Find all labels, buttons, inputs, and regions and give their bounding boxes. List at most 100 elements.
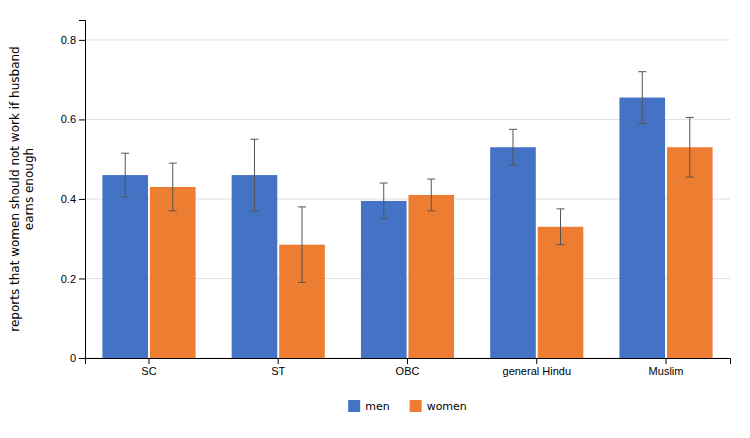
tick-label: SC [141, 365, 156, 377]
tick: 0.6 [61, 113, 85, 125]
bar [667, 147, 713, 358]
bar [490, 147, 536, 358]
legend-label: women [427, 400, 467, 413]
bar [361, 201, 407, 358]
legend-swatch [348, 400, 360, 412]
bar [408, 195, 454, 358]
error-bar [427, 179, 435, 211]
error-bar-cap [427, 179, 435, 180]
error-bar-stem [172, 163, 173, 211]
legend-item: men [348, 400, 389, 413]
axis-line [79, 21, 86, 359]
tick-mark [79, 40, 85, 41]
bar-series [102, 98, 665, 358]
bar [150, 187, 196, 358]
error-bar [169, 163, 177, 211]
chart-container: 0 0.2 0.4 0.6 0.8 SC ST OBC general Hindu Muslim r… [0, 0, 750, 438]
error-bars [169, 117, 694, 282]
error-bar-cap [298, 282, 306, 283]
error-bars [121, 72, 646, 219]
tick-label: 0.6 [61, 113, 76, 125]
error-bar-cap [638, 71, 646, 72]
legend-label: men [365, 400, 389, 413]
tick-mark [666, 358, 667, 364]
error-bar-cap [121, 196, 129, 197]
legend-item: women [410, 400, 467, 413]
error-bar-cap [298, 206, 306, 207]
tick: SC [141, 358, 156, 377]
error-bar-stem [689, 117, 690, 177]
tick-label: general Hindu [503, 365, 572, 377]
grid [85, 40, 730, 358]
y-axis-title-line: earns enough [22, 148, 36, 230]
error-bar [380, 183, 388, 219]
error-bar [638, 72, 646, 124]
tick: OBC [396, 358, 420, 377]
tick: ST [271, 358, 285, 377]
error-bar-cap [638, 123, 646, 124]
tick-label: 0.4 [61, 193, 76, 205]
tick: Muslim [649, 358, 684, 377]
y-axis: 0 0.2 0.4 0.6 0.8 [61, 21, 86, 365]
error-bar-cap [686, 117, 694, 118]
error-bar-stem [512, 129, 513, 165]
chart-svg: 0 0.2 0.4 0.6 0.8 SC ST OBC general Hindu Muslim r… [0, 0, 750, 438]
error-bar [557, 209, 565, 245]
tick-mark [278, 358, 279, 364]
x-axis: SC ST OBC general Hindu Muslim [86, 358, 731, 377]
tick-label: OBC [396, 365, 420, 377]
bar-series [150, 147, 713, 358]
tick-mark [79, 119, 85, 120]
tick-label: Muslim [649, 365, 684, 377]
error-bar [509, 129, 517, 165]
error-bar-cap [380, 218, 388, 219]
error-bar-cap [250, 139, 258, 140]
tick-label: 0.2 [61, 272, 76, 284]
error-bar-stem [302, 207, 303, 283]
error-bar-cap [509, 129, 517, 130]
tick-mark [79, 199, 85, 200]
error-bar [298, 207, 306, 283]
error-bar-cap [557, 208, 565, 209]
error-bar-cap [380, 183, 388, 184]
error-bar-stem [560, 209, 561, 245]
error-bar-cap [169, 210, 177, 211]
error-bar-stem [383, 183, 384, 219]
tick-label: ST [271, 365, 285, 377]
error-bar [250, 139, 258, 211]
error-bar-cap [557, 244, 565, 245]
bar [538, 227, 584, 358]
tick-mark [79, 358, 85, 359]
bar [619, 98, 665, 358]
tick-mark [79, 278, 85, 279]
error-bar-cap [509, 165, 517, 166]
tick: 0.8 [61, 34, 85, 46]
grid-line [85, 39, 730, 40]
tick: general Hindu [503, 358, 572, 377]
tick: 0.2 [61, 272, 85, 284]
bar [102, 175, 148, 358]
y-axis-title-line: reports that women should not work if hu… [8, 46, 22, 331]
plot-area: 0 0.2 0.4 0.6 0.8 SC ST OBC general Hindu Muslim [61, 21, 731, 377]
error-bar-cap [427, 210, 435, 211]
tick-mark [536, 358, 537, 364]
y-axis-title: reports that women should not work if hu… [8, 46, 36, 331]
error-bar-stem [125, 153, 126, 197]
error-bar-cap [250, 210, 258, 211]
error-bar-stem [642, 72, 643, 124]
legend: men women [348, 400, 467, 413]
marks [102, 72, 712, 358]
tick: 0.4 [61, 193, 85, 205]
tick-label: 0.8 [61, 34, 76, 46]
legend-swatch [410, 400, 422, 412]
error-bar [121, 153, 129, 197]
error-bar [686, 117, 694, 177]
tick-mark [407, 358, 408, 364]
tick-mark [148, 358, 149, 364]
error-bar-cap [169, 163, 177, 164]
axis-line [86, 359, 731, 365]
tick: 0 [70, 352, 85, 364]
error-bar-cap [686, 177, 694, 178]
tick-label: 0 [70, 352, 76, 364]
error-bar-stem [254, 139, 255, 211]
